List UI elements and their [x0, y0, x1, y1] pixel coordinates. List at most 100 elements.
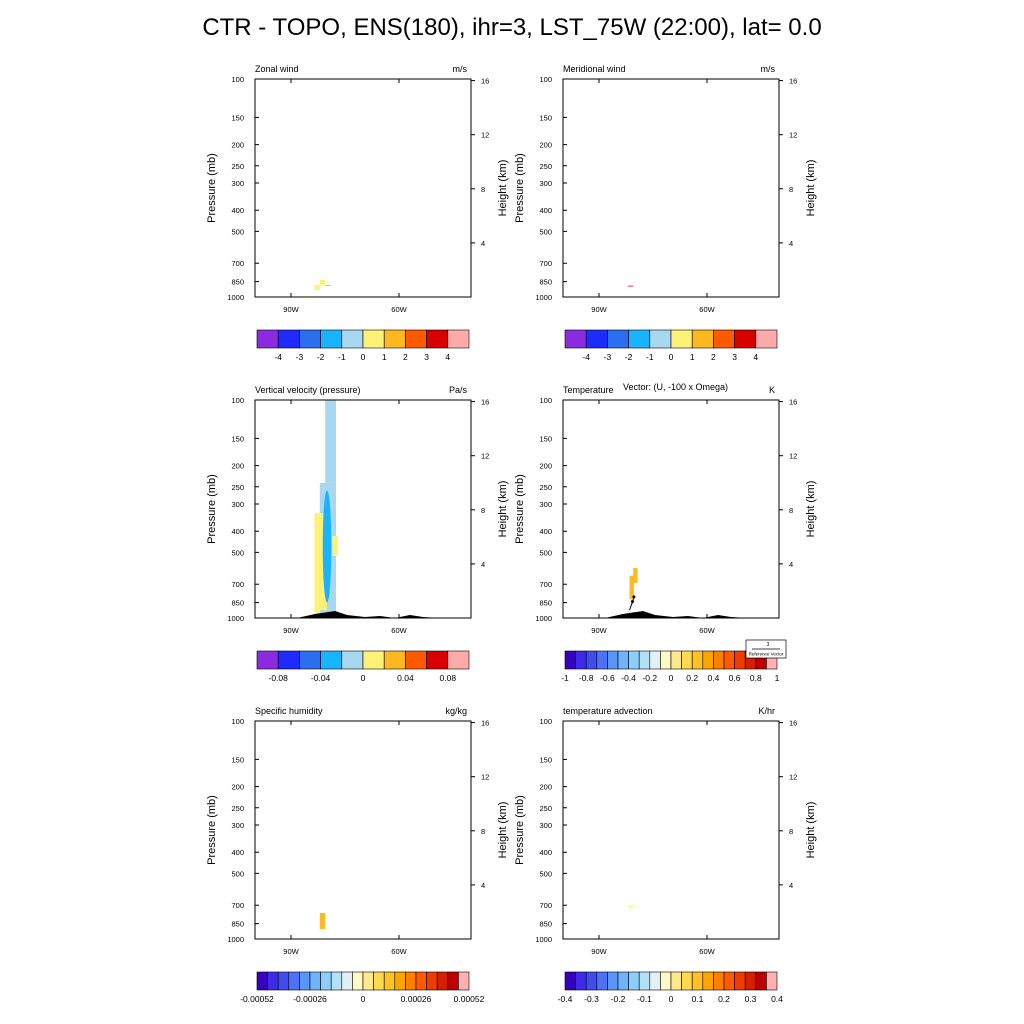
colorbar-label: -2 [317, 352, 325, 362]
colorbar-label: -4 [274, 352, 282, 362]
colorbar-swatch [564, 650, 576, 670]
panel-units: K/hr [758, 706, 775, 716]
lon-tick-label: 60W [391, 947, 407, 956]
height-axis-label: Height (km) [805, 160, 817, 217]
colorbar-swatch [691, 650, 704, 670]
colorbar-swatch [405, 650, 427, 670]
height-tick-label: 8 [481, 506, 485, 515]
colorbar-swatch [575, 971, 587, 991]
panel-title: temperature advection [563, 706, 653, 716]
pressure-tick-label: 400 [231, 206, 244, 215]
colorbar-swatch [617, 971, 629, 991]
pressure-tick-label: 700 [231, 259, 244, 268]
pressure-tick-label: 850 [539, 599, 552, 608]
colorbar-swatch [575, 650, 587, 670]
colorbar-swatch [681, 971, 693, 991]
lon-tick-label: 60W [391, 626, 407, 635]
lon-tick-label: 90W [283, 947, 299, 956]
colorbar-label: -0.6 [600, 673, 615, 683]
colorbar-label: 0 [361, 994, 366, 1004]
colorbar-swatch [256, 971, 268, 991]
colorbar-swatch [383, 650, 406, 670]
pressure-tick-label: 100 [539, 396, 552, 405]
pressure-tick-label: 200 [539, 141, 552, 150]
colorbar-swatch [267, 971, 279, 991]
pressure-tick-label: 150 [539, 113, 552, 122]
pressure-tick-label: 1000 [535, 935, 552, 944]
colorbar-swatch [691, 329, 714, 349]
colorbar-label: -3 [296, 352, 304, 362]
colorbar-swatch [341, 971, 353, 991]
pressure-tick-label: 400 [539, 206, 552, 215]
colorbar-swatch [734, 329, 757, 349]
field-core [322, 490, 332, 603]
colorbar-swatch [256, 329, 279, 349]
height-tick-label: 16 [789, 398, 797, 407]
height-tick-label: 16 [481, 398, 489, 407]
colorbar-swatch [649, 329, 672, 349]
pressure-axis-label: Pressure (mb) [514, 795, 526, 865]
colorbar-label: 0.00026 [401, 994, 432, 1004]
terrain-profile [297, 611, 440, 618]
colorbar-label: -0.8 [579, 673, 594, 683]
height-tick-label: 16 [789, 719, 797, 728]
colorbar-label: 0 [361, 352, 366, 362]
pressure-tick-label: 250 [231, 804, 244, 813]
pressure-tick-label: 850 [231, 599, 244, 608]
colorbar-swatch [607, 971, 619, 991]
panel-title: Vertical velocity (pressure) [255, 385, 361, 395]
colorbar-swatch [766, 971, 778, 991]
colorbar-label: 4 [753, 352, 758, 362]
colorbar-swatch [309, 971, 321, 991]
lon-tick-label: 90W [591, 947, 607, 956]
figure-title: CTR - TOPO, ENS(180), ihr=3, LST_75W (22… [202, 14, 822, 41]
colorbar-label: -4 [582, 352, 590, 362]
colorbar-swatch [702, 971, 714, 991]
pressure-tick-label: 100 [231, 396, 244, 405]
colorbar-label: 0 [669, 994, 674, 1004]
colorbar-swatch [628, 650, 640, 670]
lon-tick-label: 60W [391, 305, 407, 314]
colorbar-label: 0.04 [397, 673, 414, 683]
height-tick-label: 12 [789, 773, 797, 782]
panel-overlay-title: Vector: (U, -100 x Omega) [623, 382, 728, 392]
colorbar-swatch [383, 971, 396, 991]
colorbar-swatch [362, 329, 385, 349]
colorbar-swatch [320, 971, 332, 991]
field-fill [325, 284, 331, 286]
colorbar-label: 0.8 [750, 673, 762, 683]
lon-tick-label: 90W [591, 626, 607, 635]
colorbar-swatch [277, 329, 300, 349]
panel-frame [254, 720, 472, 940]
panel-2: Meridional wind m/s 100 150 200 250 300 400 500 7… [514, 64, 817, 362]
pressure-tick-label: 300 [231, 179, 244, 188]
colorbar-label: 2 [403, 352, 408, 362]
colorbar-swatch [596, 650, 608, 670]
colorbar-label: 0.08 [440, 673, 457, 683]
pressure-tick-label: 100 [231, 75, 244, 84]
colorbar-label: -1 [561, 673, 569, 683]
colorbar-swatch [755, 329, 778, 349]
colorbar-swatch [744, 971, 757, 991]
lon-tick-label: 60W [699, 947, 715, 956]
colorbar-swatch [681, 650, 693, 670]
colorbar-label: -0.4 [558, 994, 573, 1004]
colorbar-swatch [447, 971, 459, 991]
field-fill [332, 535, 338, 557]
pressure-tick-label: 250 [231, 483, 244, 492]
panel-3: Vertical velocity (pressure) Pa/s 100 150 20… [206, 385, 509, 683]
colorbar-swatch [447, 650, 470, 670]
colorbar-swatch [373, 971, 385, 991]
pressure-tick-label: 400 [539, 848, 552, 857]
pressure-axis-label: Pressure (mb) [206, 474, 218, 544]
colorbar-swatch [617, 650, 629, 670]
pressure-tick-label: 150 [539, 434, 552, 443]
pressure-tick-label: 100 [231, 717, 244, 726]
height-tick-label: 12 [481, 773, 489, 782]
panel-title: Meridional wind [563, 64, 626, 74]
colorbar-swatch [660, 650, 672, 670]
height-tick-label: 4 [789, 881, 793, 890]
height-tick-label: 4 [481, 881, 485, 890]
